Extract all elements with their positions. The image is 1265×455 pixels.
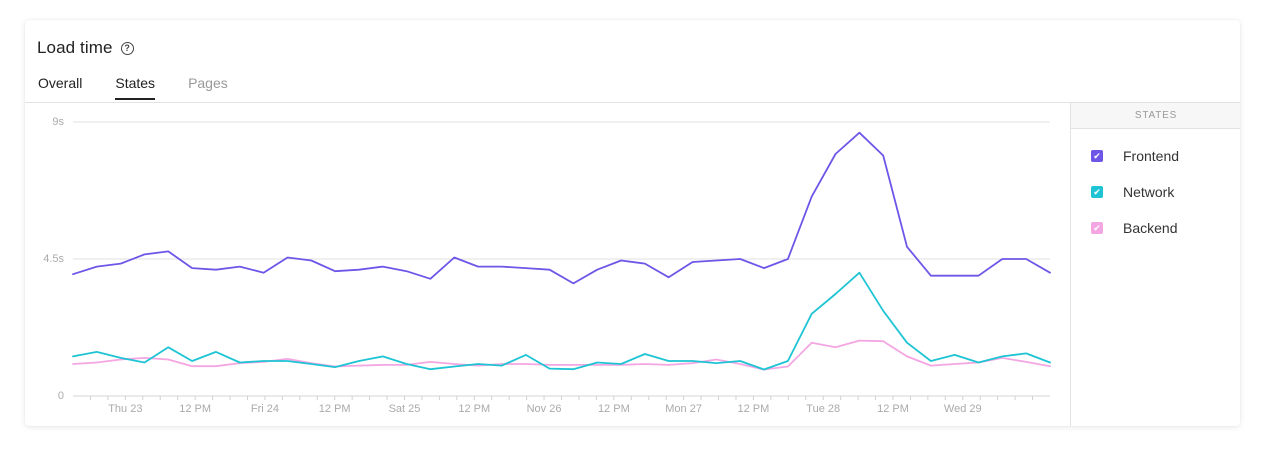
x-tick-label: Sat 25 <box>389 403 421 415</box>
y-tick-label: 0 <box>58 390 64 402</box>
legend-panel: STATES ✔ Frontend ✔ Network ✔ Backend <box>1070 103 1240 426</box>
legend-label: Backend <box>1123 220 1178 236</box>
chart-area: 0 4.5s 9s Thu 23 12 PM Fri 24 12 PM Sat 25 12 PM… <box>25 103 1070 426</box>
legend-header: STATES <box>1071 103 1240 129</box>
load-time-card: Load time ? Overall States Pages 0 4.5s 9s… <box>25 20 1240 426</box>
x-tick-label: 12 PM <box>319 403 351 415</box>
question-circle-icon[interactable]: ? <box>120 41 134 55</box>
x-tick-label: Nov 26 <box>527 403 562 415</box>
legend-item-backend[interactable]: ✔ Backend <box>1071 210 1240 246</box>
legend-list: ✔ Frontend ✔ Network ✔ Backend <box>1071 129 1240 246</box>
checkmark-icon[interactable]: ✔ <box>1091 222 1103 234</box>
tab-overall[interactable]: Overall <box>38 75 83 91</box>
series-line-frontend <box>72 131 1051 285</box>
x-tick-label: 12 PM <box>598 403 630 415</box>
card-title: Load time <box>37 38 113 57</box>
x-tick-label: Fri 24 <box>251 403 279 415</box>
tab-pages[interactable]: Pages <box>188 75 228 91</box>
x-tick-label: Mon 27 <box>665 403 702 415</box>
tab-states[interactable]: States <box>115 75 155 100</box>
card-header: Load time ? <box>37 38 134 58</box>
x-tick-label: Tue 28 <box>806 403 840 415</box>
legend-label: Network <box>1123 184 1175 200</box>
legend-item-network[interactable]: ✔ Network <box>1071 174 1240 210</box>
series-line-backend <box>72 339 1051 371</box>
x-tick-label: 12 PM <box>458 403 490 415</box>
y-tick-label: 9s <box>52 116 64 128</box>
header-divider <box>25 102 1240 103</box>
x-tick-label: Thu 23 <box>108 403 142 415</box>
legend-label: Frontend <box>1123 148 1180 164</box>
load-time-chart: 0 4.5s 9s Thu 23 12 PM Fri 24 12 PM Sat 25 12 PM… <box>43 116 1051 415</box>
x-tick-label: 12 PM <box>179 403 211 415</box>
x-tick-label: Wed 29 <box>944 403 982 415</box>
legend-item-frontend[interactable]: ✔ Frontend <box>1071 138 1240 174</box>
checkmark-icon[interactable]: ✔ <box>1091 150 1103 162</box>
series-line-network <box>72 271 1051 371</box>
x-tick-label: 12 PM <box>877 403 909 415</box>
x-tick-label: 12 PM <box>738 403 770 415</box>
y-tick-label: 4.5s <box>43 253 64 265</box>
tab-bar: Overall States Pages <box>38 75 261 100</box>
checkmark-icon[interactable]: ✔ <box>1091 186 1103 198</box>
